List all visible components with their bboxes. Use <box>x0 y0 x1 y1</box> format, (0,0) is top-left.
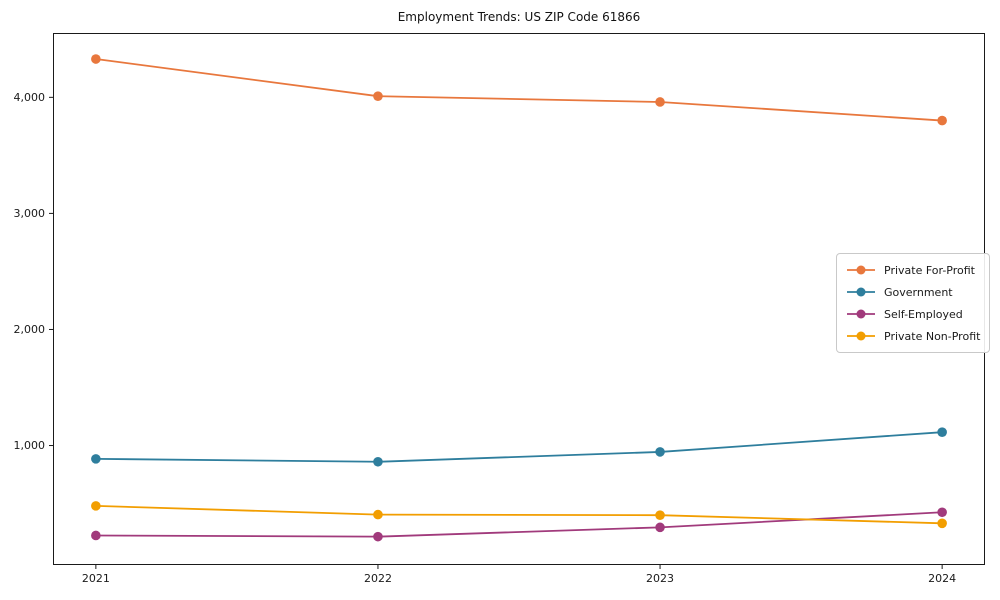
data-point-government-2024 <box>937 427 947 437</box>
data-point-private-for-profit-2021 <box>91 54 101 64</box>
legend-label: Self-Employed <box>884 307 963 321</box>
legend-label: Government <box>884 285 953 299</box>
legend-sample-dot <box>856 331 866 341</box>
data-point-government-2021 <box>91 454 101 464</box>
series-line-self-employed <box>94 511 944 538</box>
x-tick-label: 2023 <box>646 572 674 585</box>
x-tick-label: 2024 <box>928 572 956 585</box>
legend-marker-icon <box>847 287 875 297</box>
data-point-private-non-profit-2023 <box>655 510 665 520</box>
data-point-government-2022 <box>373 456 383 467</box>
legend-sample-dot <box>856 287 866 297</box>
legend-marker-icon <box>847 331 875 341</box>
data-point-self-employed-2022 <box>373 531 383 542</box>
data-point-self-employed-2024 <box>937 507 947 518</box>
legend-label: Private For-Profit <box>884 263 975 277</box>
legend-label: Private Non-Profit <box>884 329 981 343</box>
legend-box: Private For-Profit Government Self-Employe… <box>836 253 991 353</box>
data-point-private-for-profit-2022 <box>373 91 383 101</box>
data-point-self-employed-2023 <box>655 522 665 533</box>
y-tick-label: 2,000 <box>14 323 46 336</box>
legend-sample-dot <box>856 309 866 319</box>
legend-item-self-employed: Self-Employed <box>846 305 980 323</box>
chart-title: Employment Trends: US ZIP Code 61866 <box>397 10 641 24</box>
data-point-private-for-profit-2024 <box>937 115 947 126</box>
legend-item-government: Government <box>846 283 980 301</box>
y-tick-label: 3,000 <box>14 207 46 220</box>
series-line-government <box>94 431 944 463</box>
data-point-private-non-profit-2024 <box>937 518 947 529</box>
series-line-private-for-profit <box>94 58 944 122</box>
legend-item-private-non-profit: Private Non-Profit <box>846 327 980 345</box>
y-tick-label: 4,000 <box>14 91 46 104</box>
series-line-private-non-profit <box>94 504 944 525</box>
legend-item-private-for-profit: Private For-Profit <box>846 261 980 279</box>
data-point-private-non-profit-2021 <box>91 501 101 511</box>
x-tick-label: 2021 <box>82 572 110 585</box>
legend-sample-dot <box>856 265 866 275</box>
legend-marker-icon <box>847 265 875 275</box>
x-tick-label: 2022 <box>364 572 392 585</box>
data-point-self-employed-2021 <box>91 530 101 541</box>
data-point-private-for-profit-2023 <box>655 97 665 107</box>
data-point-private-non-profit-2022 <box>373 509 383 520</box>
data-point-government-2023 <box>655 447 665 457</box>
legend-marker-icon <box>847 309 875 319</box>
y-tick-label: 1,000 <box>14 439 46 452</box>
